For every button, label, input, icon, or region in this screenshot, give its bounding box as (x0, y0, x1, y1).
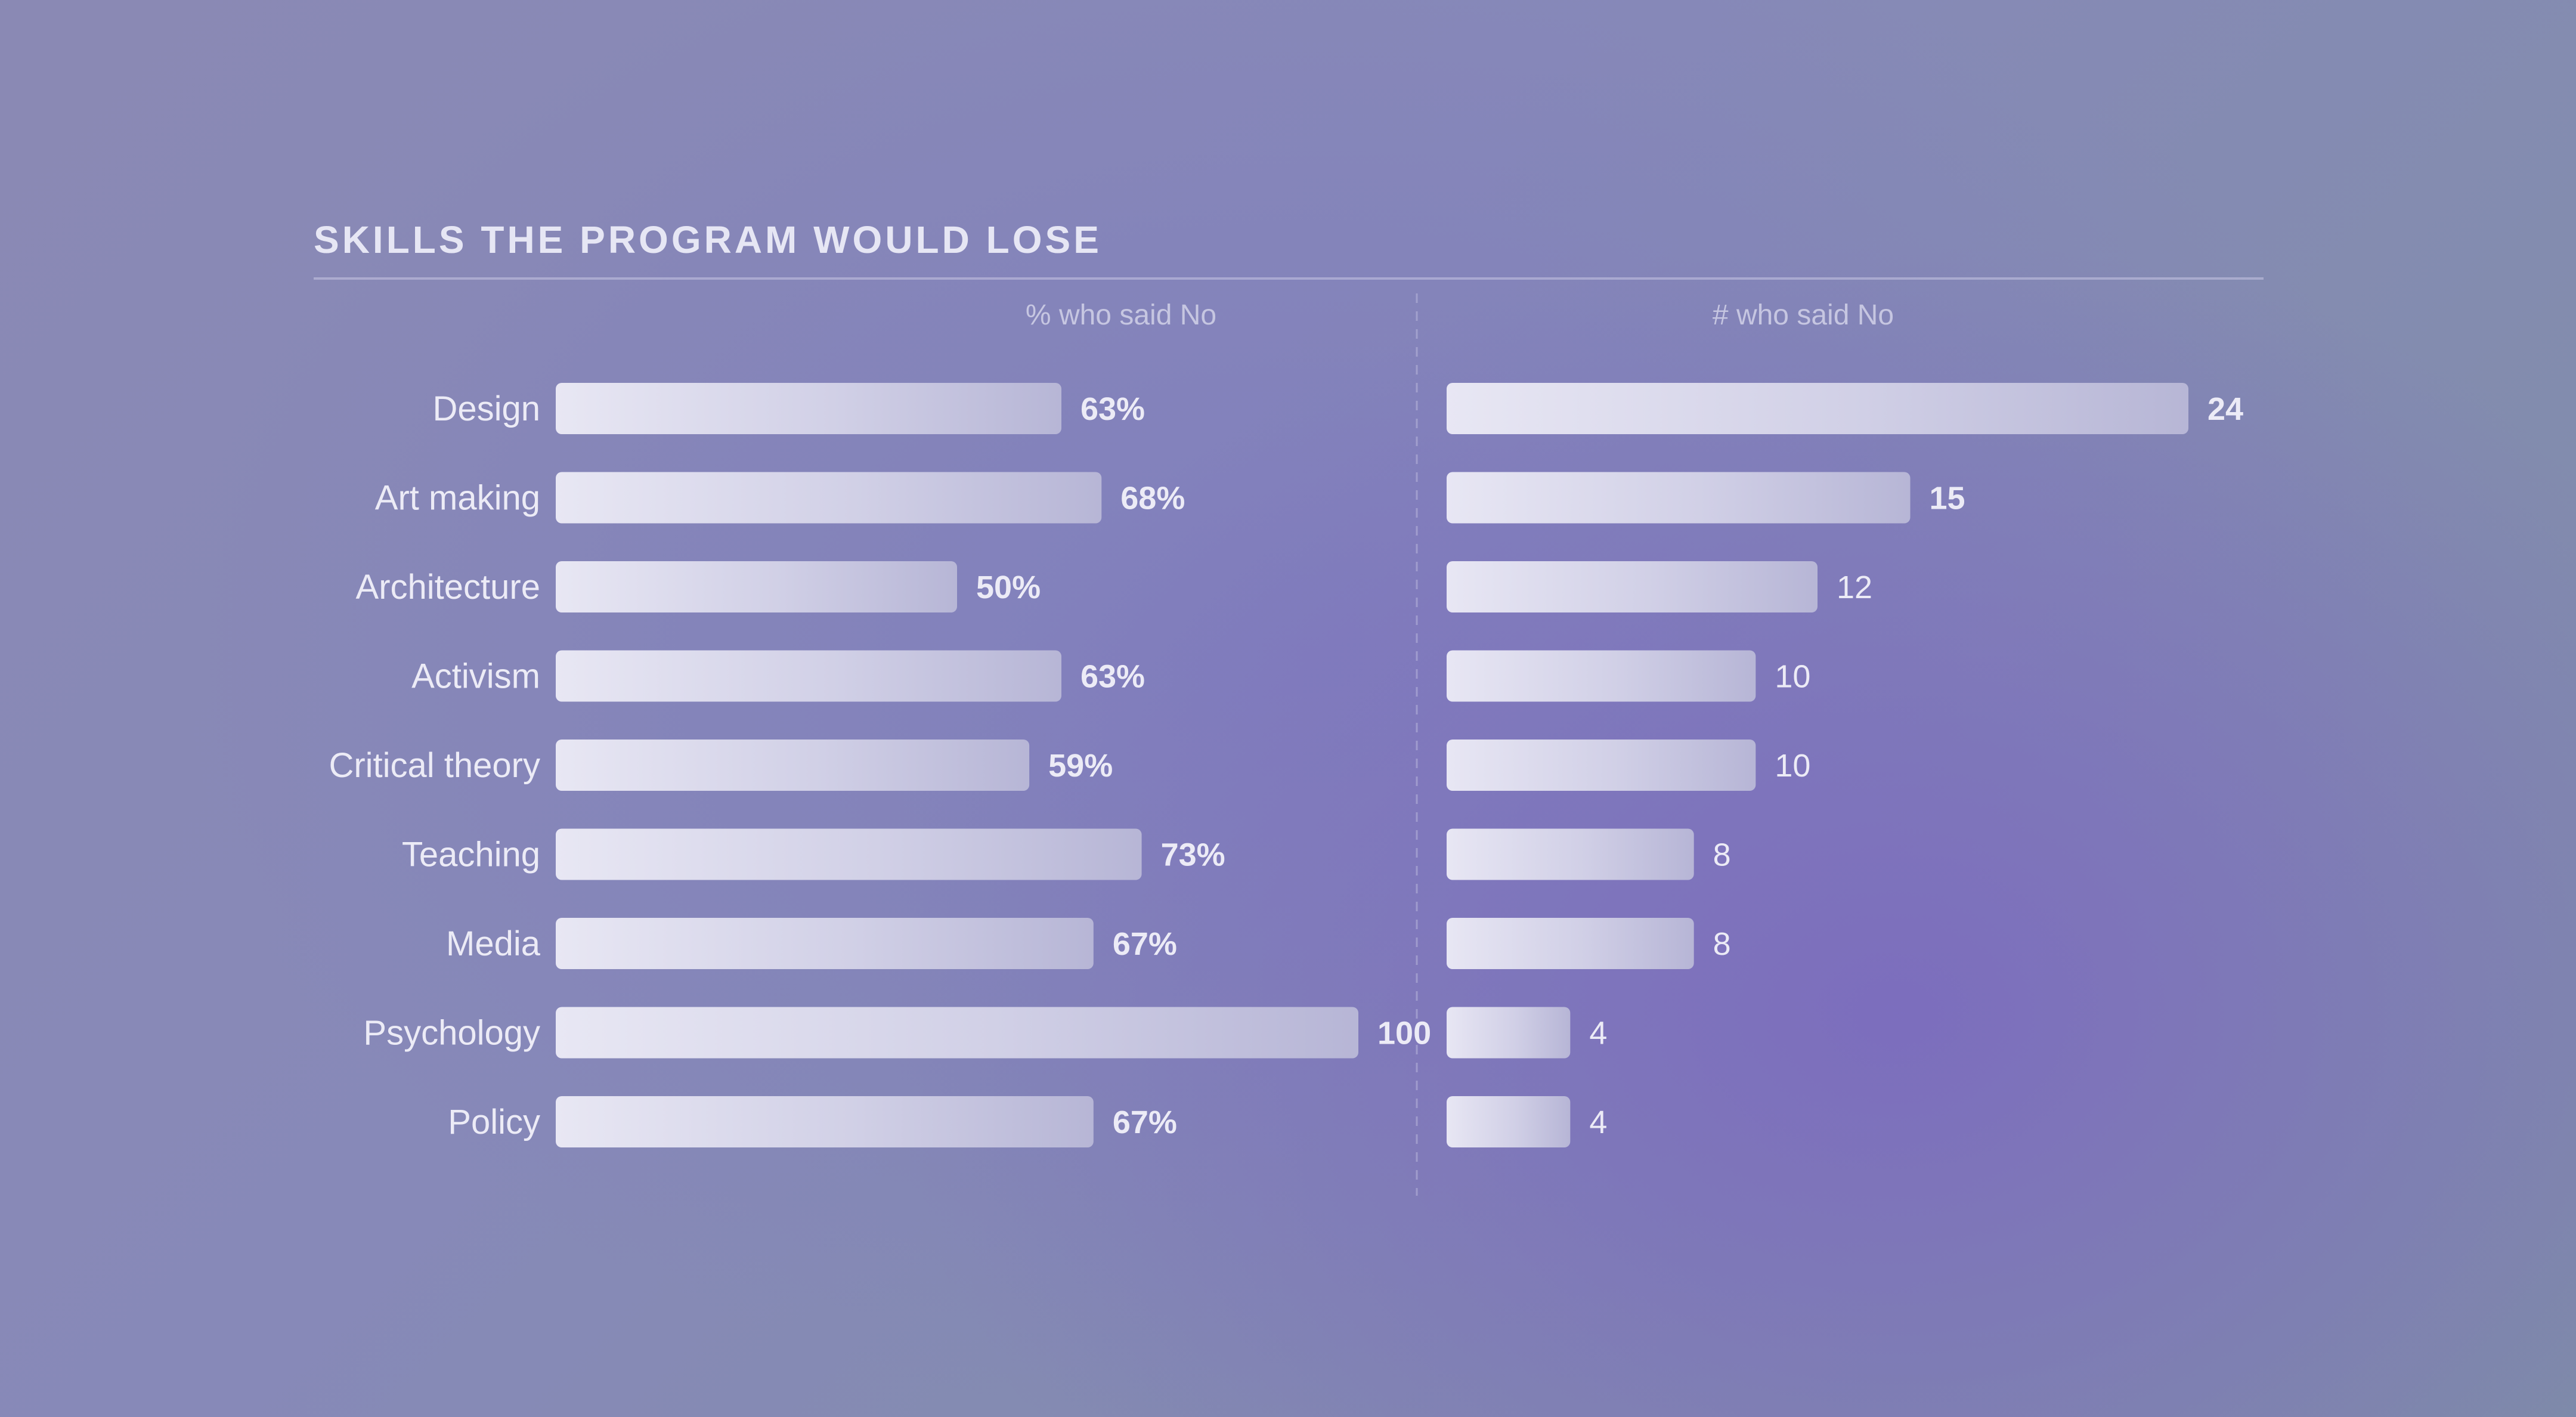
chart-marks: Design Art making Architecture Activism Crit… (329, 383, 2243, 1147)
bar-count (1447, 383, 2188, 434)
column-header-percent: % who said No (1026, 299, 1216, 331)
value-label-percent: 50% (976, 570, 1041, 605)
bar-percent (556, 828, 1142, 880)
bar-percent (556, 1096, 1094, 1147)
bar-percent (556, 561, 957, 612)
value-label-count: 4 (1589, 1104, 1607, 1140)
value-label-percent: 67% (1113, 926, 1177, 962)
column-header-count: # who said No (1713, 299, 1894, 331)
bar-percent (556, 740, 1030, 791)
category-label: Critical theory (329, 746, 540, 785)
category-label: Psychology (363, 1014, 540, 1053)
value-label-percent: 68% (1120, 481, 1185, 516)
value-label-count: 10 (1775, 748, 1810, 784)
bar-count (1447, 1007, 1571, 1059)
bar-percent (556, 918, 1094, 969)
value-label-count: 8 (1713, 837, 1731, 873)
value-label-count: 24 (2207, 391, 2243, 427)
value-label-count: 10 (1775, 659, 1810, 695)
value-label-count: 4 (1589, 1016, 1607, 1051)
bar-percent (556, 650, 1061, 702)
category-label: Activism (411, 657, 540, 696)
value-label-count: 15 (1930, 481, 1965, 516)
value-label-percent: 73% (1161, 837, 1225, 873)
bar-percent (556, 472, 1102, 524)
category-label: Design (432, 389, 540, 428)
category-label: Art making (375, 479, 540, 518)
category-label: Policy (448, 1103, 540, 1141)
value-label-count: 12 (1837, 570, 1872, 605)
bar-count (1447, 1096, 1571, 1147)
value-label-percent: 59% (1048, 748, 1113, 784)
category-label: Media (446, 924, 541, 963)
category-label: Architecture (356, 568, 540, 607)
bar-percent (556, 383, 1061, 434)
bar-count (1447, 918, 1694, 969)
bar-count (1447, 561, 1818, 612)
value-label-count: 8 (1713, 926, 1731, 962)
chart-title: SKILLS THE PROGRAM WOULD LOSE (314, 218, 1102, 261)
value-label-percent: 100 (1377, 1016, 1431, 1051)
bar-percent (556, 1007, 1358, 1059)
bar-count (1447, 650, 1756, 702)
category-label: Teaching (402, 836, 540, 874)
value-label-percent: 63% (1080, 659, 1145, 695)
bar-count (1447, 740, 1756, 791)
bar-count (1447, 472, 1911, 524)
value-label-percent: 67% (1113, 1104, 1177, 1140)
bar-count (1447, 828, 1694, 880)
value-label-percent: 63% (1080, 391, 1145, 427)
